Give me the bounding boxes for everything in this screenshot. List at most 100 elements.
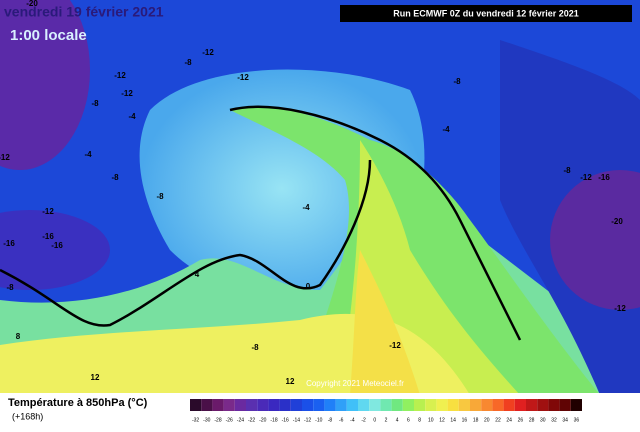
legend-swatch	[481, 399, 493, 411]
legend-label: -16	[282, 417, 289, 423]
legend-label: -14	[293, 417, 300, 423]
legend-swatch	[503, 399, 515, 411]
legend-swatch	[302, 399, 314, 411]
legend-swatch	[447, 399, 459, 411]
legend-label: -4	[350, 417, 355, 423]
legend-swatch	[190, 399, 202, 411]
legend-label: -8	[328, 417, 333, 423]
isotherm-label: -8	[184, 58, 192, 67]
legend-label: 10	[428, 417, 434, 423]
legend-swatch	[279, 399, 291, 411]
run-info: Run ECMWF 0Z du vendredi 12 février 2021	[393, 8, 579, 18]
legend-label: 20	[484, 417, 490, 423]
legend-label: -26	[226, 417, 233, 423]
isotherm-label: -12	[202, 48, 214, 57]
legend-swatch	[570, 399, 582, 411]
legend-title: Température à 850hPa (°C)	[8, 397, 148, 409]
legend-swatch	[402, 399, 414, 411]
legend-label: -6	[339, 417, 344, 423]
legend-swatch	[380, 399, 392, 411]
isotherm-label: -4	[442, 125, 450, 134]
legend-swatch	[369, 399, 381, 411]
legend-label: 0	[373, 417, 376, 423]
legend-label: 6	[407, 417, 410, 423]
legend-swatch	[335, 399, 347, 411]
legend-swatch	[324, 399, 336, 411]
legend-label: -30	[203, 417, 210, 423]
isotherm-label: -12	[389, 341, 401, 350]
isotherm-label: -16	[42, 232, 54, 241]
isotherm-label: -12	[121, 89, 133, 98]
legend-label: 18	[473, 417, 479, 423]
isotherm-label: -12	[580, 173, 592, 182]
legend-swatch	[458, 399, 470, 411]
legend-label: 8	[418, 417, 421, 423]
isotherm-label: -4	[302, 203, 310, 212]
legend-swatch	[436, 399, 448, 411]
legend-subtitle: (+168h)	[12, 411, 43, 421]
legend-label: 4	[396, 417, 399, 423]
legend-label: 14	[450, 417, 456, 423]
isotherm-label: -16	[598, 173, 610, 182]
legend-swatch	[548, 399, 560, 411]
legend-swatch	[201, 399, 213, 411]
isotherm-label: -4	[128, 112, 136, 121]
isotherm-label: -8	[563, 166, 571, 175]
legend-swatch	[223, 399, 235, 411]
legend-label: 34	[562, 417, 568, 423]
legend-label: -10	[315, 417, 322, 423]
legend-swatch	[514, 399, 526, 411]
legend-swatch	[526, 399, 538, 411]
legend-label: -2	[361, 417, 366, 423]
isotherm-label: -12	[114, 71, 126, 80]
isotherm-label: -8	[111, 173, 119, 182]
legend-label: 24	[506, 417, 512, 423]
isotherm-label: -12	[237, 73, 249, 82]
legend-swatch	[537, 399, 549, 411]
legend-swatch	[234, 399, 246, 411]
legend-label: -22	[248, 417, 255, 423]
legend-label: -24	[237, 417, 244, 423]
isotherm-label: 4	[195, 270, 200, 279]
legend-label: 22	[495, 417, 501, 423]
legend-swatch	[313, 399, 325, 411]
legend-swatch	[268, 399, 280, 411]
legend-swatch	[414, 399, 426, 411]
copyright: Copyright 2021 Meteociel.fr	[306, 379, 404, 388]
legend-swatch	[346, 399, 358, 411]
legend-label: 32	[551, 417, 557, 423]
legend-swatch	[212, 399, 224, 411]
map-time: 1:00 locale	[10, 27, 87, 44]
legend-swatch	[257, 399, 269, 411]
legend-label: 12	[439, 417, 445, 423]
isotherm-label: -8	[6, 283, 14, 292]
legend-swatch	[425, 399, 437, 411]
isotherm-label: -12	[0, 153, 10, 162]
isotherm-label: -8	[251, 343, 259, 352]
isotherm-label: 0	[306, 282, 311, 291]
map-date: vendredi 19 février 2021	[4, 4, 164, 20]
isotherm-label: -20	[611, 217, 623, 226]
isotherm-label: -4	[84, 150, 92, 159]
legend-swatch	[492, 399, 504, 411]
legend-swatch	[391, 399, 403, 411]
isotherm-label: -20	[26, 0, 38, 8]
isotherm-label: 12	[286, 377, 295, 386]
legend-swatch	[559, 399, 571, 411]
isotherm-label: -8	[91, 99, 99, 108]
isotherm-label: -8	[453, 77, 461, 86]
isotherm-label: -12	[614, 304, 626, 313]
isotherm-label: -16	[51, 241, 63, 250]
legend-swatch	[358, 399, 370, 411]
legend-label: -20	[259, 417, 266, 423]
legend-label: -12	[304, 417, 311, 423]
isotherm-label: 8	[16, 332, 21, 341]
legend-label: 26	[518, 417, 524, 423]
legend-label: 16	[462, 417, 468, 423]
legend-label: -32	[192, 417, 199, 423]
legend-label: 30	[540, 417, 546, 423]
isotherm-label: -8	[156, 192, 164, 201]
isotherm-label: 12	[91, 373, 100, 382]
